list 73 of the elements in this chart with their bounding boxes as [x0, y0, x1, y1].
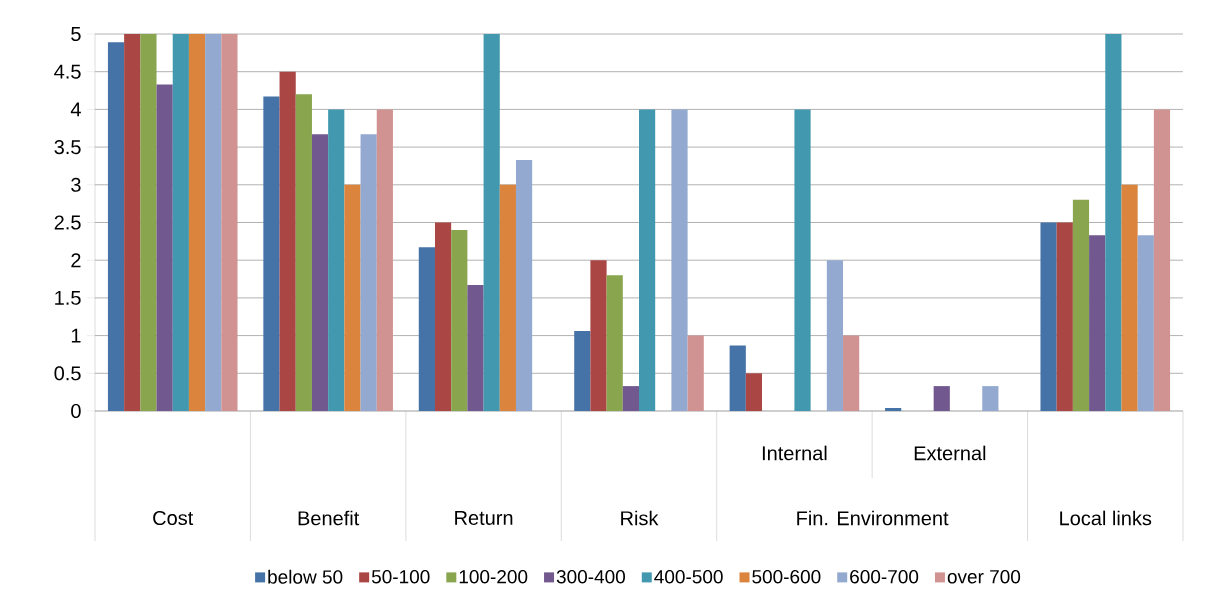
y-tick-label: 1.5 — [55, 290, 81, 305]
text: Fin. Environment — [797, 510, 949, 526]
bar — [1040, 222, 1057, 411]
bar — [172, 33, 189, 411]
bar — [156, 84, 173, 411]
bar — [467, 285, 484, 411]
bar — [221, 33, 238, 411]
legend-label: 50-100 — [371, 570, 430, 584]
bar — [1121, 184, 1138, 411]
y-tick-label: 3 — [71, 177, 81, 192]
bar — [622, 386, 639, 411]
bar — [451, 230, 468, 411]
x-tick-label: Return — [455, 511, 513, 525]
bar — [982, 386, 999, 411]
y-tick-label: 0.5 — [54, 366, 81, 381]
bar — [434, 222, 452, 411]
x-tick-label: Risk — [621, 510, 659, 526]
x-tick-label: Local links — [1060, 510, 1152, 526]
legend-label: 600-700 — [850, 570, 919, 584]
bar — [1137, 235, 1154, 411]
y-tick-label: 4.5 — [54, 64, 81, 79]
bar — [574, 331, 591, 411]
y-tick-label: 2.5 — [54, 215, 81, 230]
bar — [515, 159, 533, 411]
bar — [295, 94, 312, 411]
bar — [418, 247, 435, 411]
bar — [1089, 235, 1106, 411]
bar — [843, 335, 860, 411]
x-tick-label: Internal — [762, 445, 827, 461]
legend-label: 400-500 — [654, 570, 723, 584]
bar — [376, 109, 393, 411]
bar — [885, 407, 902, 411]
bar — [344, 184, 361, 411]
bar — [729, 345, 746, 411]
bar — [483, 33, 500, 411]
legend-label: below 50 — [268, 569, 343, 584]
legend-label: over 700 — [947, 570, 1021, 584]
bar — [499, 184, 516, 411]
bar — [107, 42, 125, 411]
y-tick-label: 2 — [71, 253, 81, 268]
y-tick-label: 0 — [71, 403, 81, 419]
bar — [360, 134, 377, 411]
bar — [606, 275, 623, 411]
bar — [826, 260, 844, 411]
bar — [590, 260, 607, 411]
bar — [933, 386, 950, 411]
y-tick-label: 3.5 — [54, 140, 81, 155]
y-tick-label: 1 — [71, 328, 81, 343]
bar — [140, 33, 157, 411]
bar — [1153, 109, 1171, 411]
bar — [671, 109, 688, 411]
bar — [1105, 33, 1122, 411]
x-tick-label: External — [914, 445, 986, 461]
bar — [263, 96, 280, 411]
bar — [687, 335, 704, 411]
y-tick-label: 5 — [71, 27, 81, 41]
x-tick-label: Cost — [153, 510, 194, 526]
bar — [639, 109, 656, 411]
bar — [205, 33, 222, 411]
bar — [188, 33, 206, 411]
bar — [311, 134, 329, 411]
bar — [279, 71, 296, 411]
legend-label: 100-200 — [459, 570, 528, 584]
legend-label: 300-400 — [556, 570, 625, 584]
legend-label: 500-600 — [752, 570, 821, 584]
bar — [794, 109, 811, 411]
bar — [328, 109, 345, 411]
bar — [1072, 199, 1090, 411]
x-tick-label: Benefit — [298, 510, 360, 526]
bar — [1056, 222, 1073, 411]
bar — [124, 33, 141, 411]
bar — [745, 373, 763, 411]
y-tick-label: 4 — [70, 102, 81, 117]
